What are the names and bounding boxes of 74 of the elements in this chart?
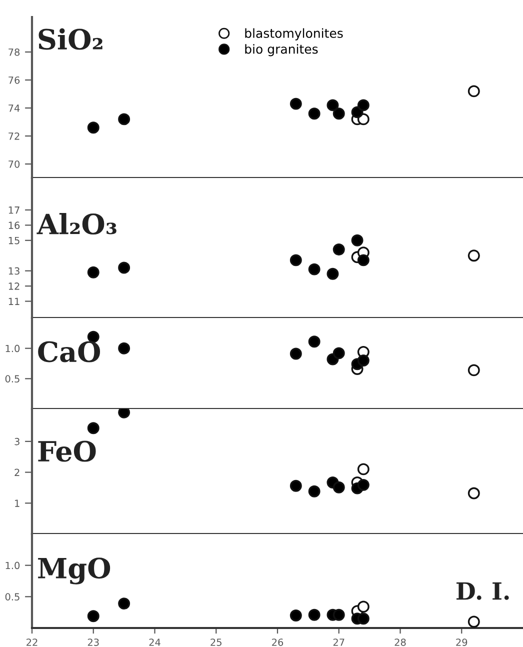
x-tick-label: 22 [26,638,38,646]
y-tick-label: 76 [8,76,20,84]
y-tick-label: 74 [8,104,20,112]
point [468,250,480,262]
point [468,616,480,628]
point [357,99,370,112]
point [332,347,345,360]
y-tick-label: 0.5 [5,375,20,382]
point [357,354,370,366]
y-tick-label: 13 [8,267,20,275]
text: CaO [38,341,100,362]
point [468,487,480,500]
y-tick-label: 1 [15,500,20,507]
point [290,609,302,622]
y-tick-label: 15 [8,236,20,244]
chart-title: SiO₂ [38,28,102,50]
point [468,85,480,98]
point [118,598,130,610]
x-tick-label: 29 [456,638,468,646]
point [332,108,345,120]
point [87,422,100,434]
y-tick-label: 70 [8,160,20,168]
point [308,608,320,621]
y-tick-label: 3 [14,438,20,446]
point [332,608,345,621]
x-tick-label: 27 [333,638,344,646]
y-tick-label: 1.0 [6,344,20,352]
point [326,268,339,280]
point [357,254,370,266]
point [290,254,302,266]
point [290,98,302,110]
point [290,348,302,360]
text: Al₂O₃ [36,213,116,234]
point [118,342,130,354]
point [308,485,320,498]
point [118,409,130,418]
point [118,262,130,274]
x-tick-label: 28 [394,638,406,646]
point [308,108,320,120]
y-tick-label: 78 [8,48,20,56]
point [308,336,320,348]
y-tick-label: 72 [8,132,20,140]
point [357,463,370,476]
text: MgO [38,558,110,584]
point [332,244,345,256]
y-tick-label: 1.0 [6,562,20,570]
x-axis-title: D. I. [456,582,509,600]
point [357,600,370,613]
y-tick-label: 12 [8,282,20,290]
point [351,234,364,246]
legend-label: bio granites [245,44,318,56]
point [326,99,339,112]
x-tick-label: 26 [272,638,284,646]
point [357,113,370,126]
point [290,480,302,492]
x-tick-label: 23 [88,638,99,646]
point [357,612,370,625]
point [332,481,345,494]
point [118,113,130,126]
text: FeO [38,440,96,462]
point [87,610,100,622]
x-tick-label: 24 [149,638,160,646]
point [357,478,370,491]
y-tick-label: 2 [14,468,20,476]
y-tick-label: 17 [8,206,20,214]
x-tick-label: 25 [210,638,222,646]
point [87,122,100,134]
y-tick-label: 11 [8,298,20,305]
legend-label: blastomylonites [245,28,343,40]
y-tick-label: 16 [8,222,20,230]
y-tick-label: 0.5 [5,593,20,600]
point [468,364,480,376]
point [308,263,320,276]
point [87,266,100,278]
